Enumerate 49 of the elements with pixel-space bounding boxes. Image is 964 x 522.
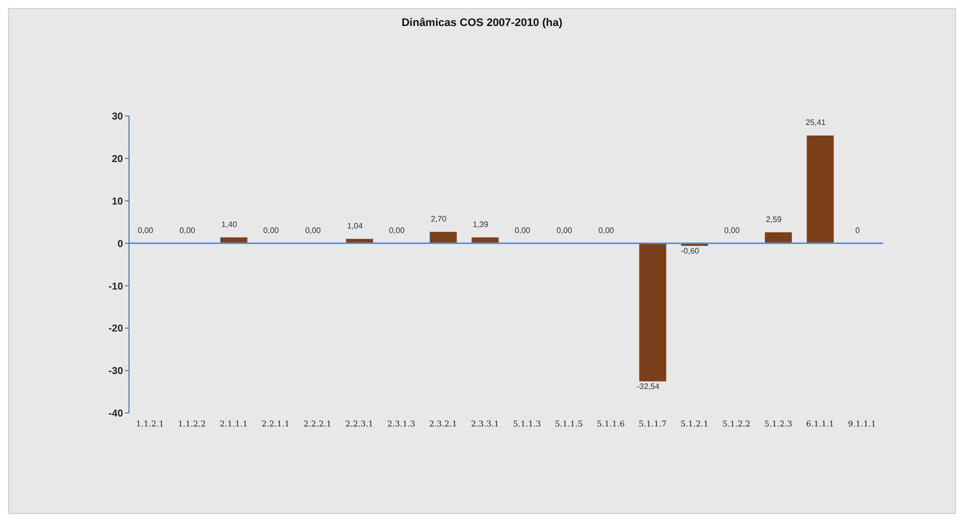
y-tick-label: 20: [112, 154, 124, 165]
data-label: 0,00: [556, 226, 573, 235]
bar: [806, 135, 834, 244]
data-label: 0,00: [598, 226, 615, 235]
bar: [639, 243, 666, 382]
data-label: 0,00: [305, 226, 322, 235]
x-tick-label: 5.1.1.6: [596, 420, 625, 429]
x-tick-label: 5.1.1.7: [638, 420, 667, 429]
y-tick-label: 10: [112, 196, 124, 208]
y-tick-label: -30: [108, 366, 124, 378]
y-tick-label: 0: [117, 238, 124, 250]
data-label: 0,00: [138, 226, 154, 235]
x-tick-label: 9.1.1.1: [848, 420, 876, 429]
data-label: -0,60: [680, 246, 700, 256]
x-tick-label: 2.2.1.1: [262, 420, 290, 429]
data-label: 0,00: [388, 226, 406, 235]
bar: [764, 232, 792, 244]
data-label: 1,04: [347, 221, 364, 230]
y-tick-label: 30: [112, 112, 124, 123]
data-label: 2,59: [766, 214, 782, 224]
data-label: 25,41: [806, 118, 826, 127]
x-tick-label: 6.1.1.1: [806, 420, 834, 429]
x-tick-label: 2.2.3.1: [345, 420, 374, 429]
x-tick-label: 2.3.3.1: [471, 420, 500, 429]
data-label: 1,40: [221, 220, 238, 229]
chart-title: Dinâmicas COS 2007-2010 (ha): [400, 17, 564, 29]
y-tick-label: -40: [108, 408, 124, 420]
data-label: 0: [855, 226, 860, 235]
x-tick-label: 1.1.2.1: [136, 420, 164, 429]
x-tick-label: 2.3.2.1: [429, 420, 458, 429]
data-label: 0,00: [263, 226, 280, 235]
data-label: 1,39: [472, 220, 489, 229]
data-label: 0,00: [724, 226, 740, 235]
x-tick-label: 2.3.1.3: [387, 420, 416, 429]
x-tick-label: 5.1.1.5: [554, 420, 583, 429]
data-label: 0,00: [514, 226, 531, 235]
data-label: 0,00: [180, 226, 196, 235]
data-label: 2,70: [430, 214, 447, 224]
x-tick-label: 5.1.2.3: [764, 420, 792, 429]
bar: [430, 232, 457, 244]
x-tick-label: 5.1.2.1: [680, 420, 708, 429]
y-tick-label: -20: [108, 324, 124, 335]
data-label: -32,54: [636, 382, 660, 391]
x-tick-label: 5.1.2.2: [722, 420, 750, 429]
x-tick-label: 5.1.1.3: [512, 420, 541, 429]
x-tick-label: 1.1.2.2: [178, 420, 206, 429]
y-tick-label: -10: [108, 281, 124, 292]
x-tick-label: 2.1.1.1: [220, 420, 248, 429]
x-tick-label: 2.2.2.1: [304, 420, 332, 429]
